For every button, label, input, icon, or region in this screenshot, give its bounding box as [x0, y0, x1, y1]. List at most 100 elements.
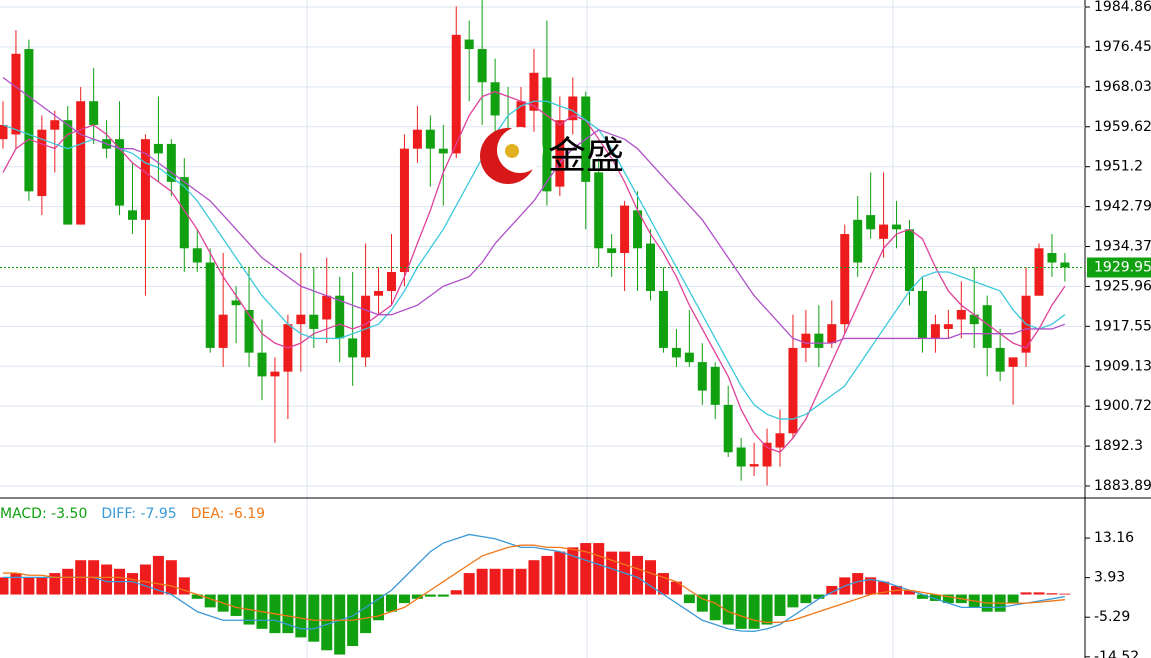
candle-body — [956, 309, 966, 320]
candle-body — [257, 352, 267, 377]
candle-body — [387, 272, 396, 291]
y-tick-label: 1951.2 — [1094, 159, 1143, 175]
candle-body — [542, 77, 552, 192]
candle-body — [296, 314, 306, 325]
macd-bar — [1007, 594, 1019, 604]
line-series — [2, 100, 1066, 420]
y-tick-label: 1900.72 — [1094, 398, 1151, 414]
macd-bar — [800, 594, 812, 604]
candle-body — [982, 305, 992, 348]
macd-bar — [645, 560, 656, 595]
candle-body — [827, 324, 837, 344]
current-price-label: 1929.95 — [1094, 259, 1151, 275]
candle-body — [646, 243, 655, 291]
macd-bar — [748, 594, 760, 629]
candle-body — [140, 139, 150, 220]
macd-bar — [942, 594, 954, 604]
macd-bar — [606, 551, 618, 595]
macd-bar — [813, 594, 825, 599]
candle-body — [917, 290, 927, 339]
candle-body — [50, 120, 60, 130]
candle-body — [166, 143, 176, 182]
macd-bar — [632, 555, 644, 595]
candle-body — [348, 338, 358, 358]
macd-bar — [204, 594, 216, 608]
macd-bar — [10, 573, 22, 595]
macd-bar — [774, 594, 786, 616]
macd-bar — [761, 594, 773, 625]
line-series — [2, 91, 1066, 454]
candle-body — [555, 120, 565, 187]
macd-bar — [1059, 593, 1071, 595]
y-tick-label: 1934.37 — [1094, 239, 1151, 255]
macd-bar — [411, 594, 423, 599]
candle-body — [361, 295, 371, 358]
logo-dot — [505, 144, 519, 158]
macd-bar — [23, 577, 35, 595]
candle-body — [1060, 262, 1070, 268]
line-series — [2, 76, 1066, 344]
y-tick-label: 1968.03 — [1094, 79, 1151, 95]
candle-body — [76, 101, 86, 225]
candle-body — [490, 82, 500, 116]
candle-body — [762, 442, 772, 467]
candle-body — [620, 205, 630, 254]
candle-body — [568, 96, 578, 121]
y-tick-label: 1976.45 — [1094, 39, 1151, 55]
macd-bar — [165, 560, 177, 595]
y-tick-label: 1892.3 — [1094, 438, 1143, 454]
macd-bar — [450, 590, 462, 595]
macd-bar — [127, 573, 138, 595]
macd-bar — [282, 594, 294, 634]
candle-body — [128, 210, 137, 220]
candle-body — [710, 366, 720, 405]
candle-body — [63, 120, 73, 225]
candle-body — [309, 314, 319, 329]
macd-bar — [593, 543, 605, 595]
y-tick-label: -5.29 — [1094, 609, 1130, 625]
candle-body — [1047, 253, 1057, 263]
macd-bar — [360, 594, 372, 634]
candle-body — [24, 49, 34, 192]
macd-bar — [386, 594, 397, 612]
y-tick-label: 1925.96 — [1094, 278, 1151, 294]
candle-body — [529, 72, 539, 111]
candle-body — [218, 314, 228, 348]
candle-body — [866, 215, 876, 230]
candle-body — [1008, 357, 1018, 367]
macd-bar — [178, 577, 190, 595]
macd-bar — [722, 594, 734, 625]
macd-bar — [709, 594, 721, 621]
macd-bar — [916, 594, 928, 599]
candle-body — [840, 234, 850, 325]
candle-body — [425, 129, 435, 149]
macd-bar — [1020, 592, 1032, 595]
macd-bar — [787, 594, 799, 608]
macd-bar — [567, 547, 579, 595]
legend-label: MACD: -3.50 — [0, 506, 87, 522]
candle-body — [153, 143, 163, 154]
macd-bar — [580, 543, 592, 595]
candle-body — [723, 404, 733, 453]
macd-bar — [904, 590, 915, 595]
macd-bar — [1046, 593, 1058, 595]
legend-label: DEA: -6.19 — [191, 506, 265, 522]
candle-body — [684, 352, 694, 363]
current-price-box — [1087, 257, 1151, 278]
candle-body — [749, 464, 759, 467]
candle-body — [438, 148, 448, 154]
candle-body — [853, 219, 863, 263]
macd-bar — [865, 577, 877, 595]
candle-body — [89, 101, 99, 125]
candle-body — [801, 333, 811, 348]
macd-bar — [696, 594, 708, 612]
macd-bar — [321, 594, 333, 651]
candle-body — [270, 371, 280, 377]
macd-bar — [657, 573, 669, 595]
macd-bar — [308, 594, 320, 642]
macd-bar — [373, 594, 385, 621]
macd-bar — [191, 594, 203, 599]
y-tick-label: 13.16 — [1094, 530, 1134, 546]
macd-bar — [878, 581, 890, 595]
macd-bar — [334, 594, 346, 655]
